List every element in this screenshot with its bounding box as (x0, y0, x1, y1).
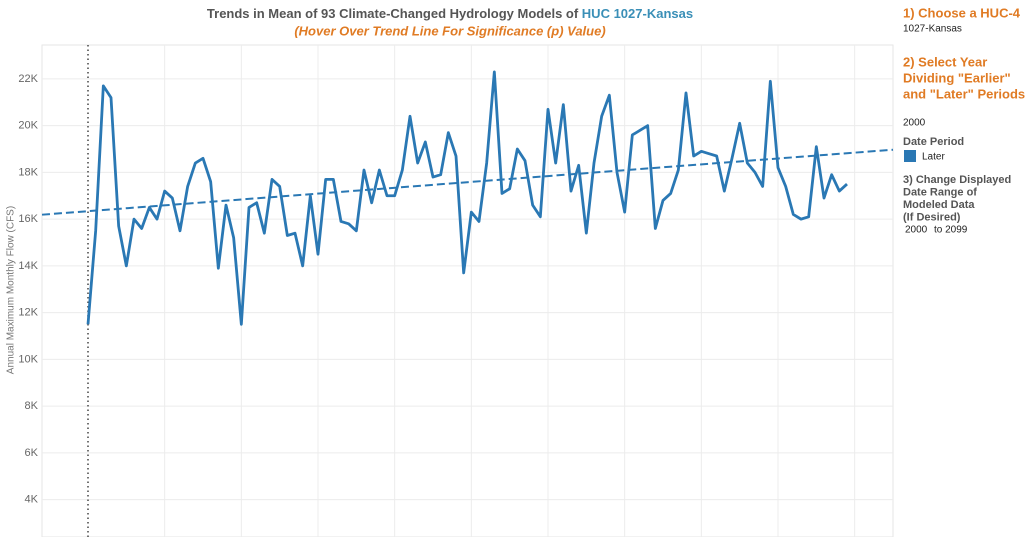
y-tick-label: 16K (18, 213, 38, 225)
y-tick-label: 20K (18, 120, 38, 132)
step1-heading: 1) Choose a HUC-4 (903, 5, 1021, 20)
y-tick-label: 22K (18, 73, 38, 85)
title-text: Trends in Mean of 93 Climate-Changed Hyd… (207, 6, 582, 21)
y-tick-label: 8K (25, 400, 39, 412)
legend-title: Date Period (903, 136, 964, 148)
step3-heading: 3) Change Displayed (903, 174, 1011, 186)
y-tick-label: 18K (18, 166, 38, 178)
step3-heading: Modeled Data (903, 199, 975, 211)
year-value[interactable]: 2000 (903, 118, 926, 129)
step2-heading: 2) Select Year (903, 54, 987, 69)
plot-area (41, 44, 894, 537)
chart-title: Trends in Mean of 93 Climate-Changed Hyd… (207, 6, 693, 21)
trend-line[interactable] (41, 148, 894, 216)
y-tick-label: 4K (25, 494, 39, 506)
chart-subtitle: (Hover Over Trend Line For Significance … (294, 23, 605, 38)
y-tick-label: 14K (18, 260, 38, 272)
step3-heading: (If Desired) (903, 211, 961, 223)
data-line (86, 70, 848, 326)
legend-swatch (904, 150, 916, 162)
range-end[interactable]: to 2099 (934, 225, 968, 236)
title-huc: HUC 1027-Kansas (582, 6, 693, 21)
step2-heading: and "Later" Periods (903, 86, 1025, 101)
y-tick-label: 10K (18, 353, 38, 365)
range-start[interactable]: 2000 (905, 225, 928, 236)
y-tick-label: 12K (18, 307, 38, 319)
y-tick-label: 6K (25, 447, 39, 459)
step3-heading: Date Range of (903, 186, 977, 198)
legend-label[interactable]: Later (922, 152, 945, 163)
y-axis-label: Annual Maximum Monthly Flow (CFS) (6, 206, 17, 374)
step2-heading: Dividing "Earlier" (903, 70, 1011, 85)
huc-value[interactable]: 1027-Kansas (903, 24, 962, 35)
